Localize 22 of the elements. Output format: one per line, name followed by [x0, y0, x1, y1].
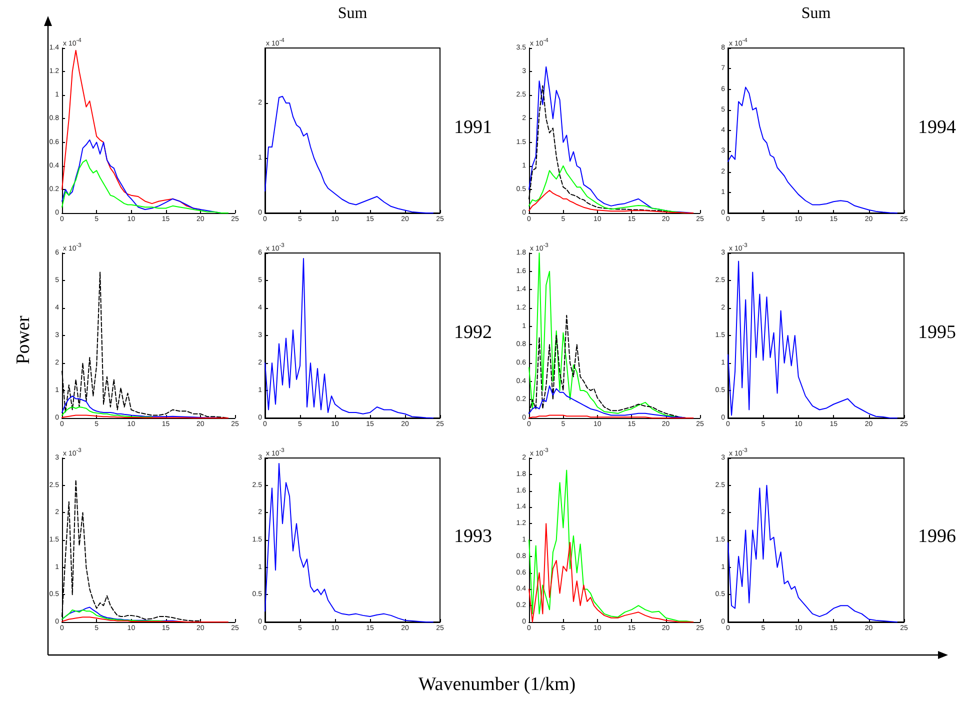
- line-series: [264, 462, 434, 622]
- text: 1991: [454, 116, 492, 138]
- text: 1995: [918, 322, 956, 344]
- text: 1992: [454, 322, 492, 344]
- line-series: [728, 86, 898, 214]
- line-series: [62, 406, 152, 418]
- line-series: [62, 609, 166, 622]
- line-series: [728, 260, 898, 418]
- line-series: [528, 190, 694, 214]
- x-axis-title: Wavenumber (1/km): [418, 674, 576, 696]
- text: 1994: [918, 116, 956, 138]
- text: 1996: [918, 526, 956, 548]
- chart-title: Sum: [801, 5, 831, 23]
- line-series: [264, 258, 434, 418]
- line-series: [528, 523, 694, 622]
- text: 1993: [454, 526, 492, 548]
- line-series: [728, 484, 898, 622]
- line-series: [62, 159, 229, 214]
- chart-title: Sum: [338, 5, 368, 23]
- y-axis-title: Power: [13, 316, 35, 364]
- line-series: [528, 470, 694, 622]
- line-series: [264, 96, 434, 214]
